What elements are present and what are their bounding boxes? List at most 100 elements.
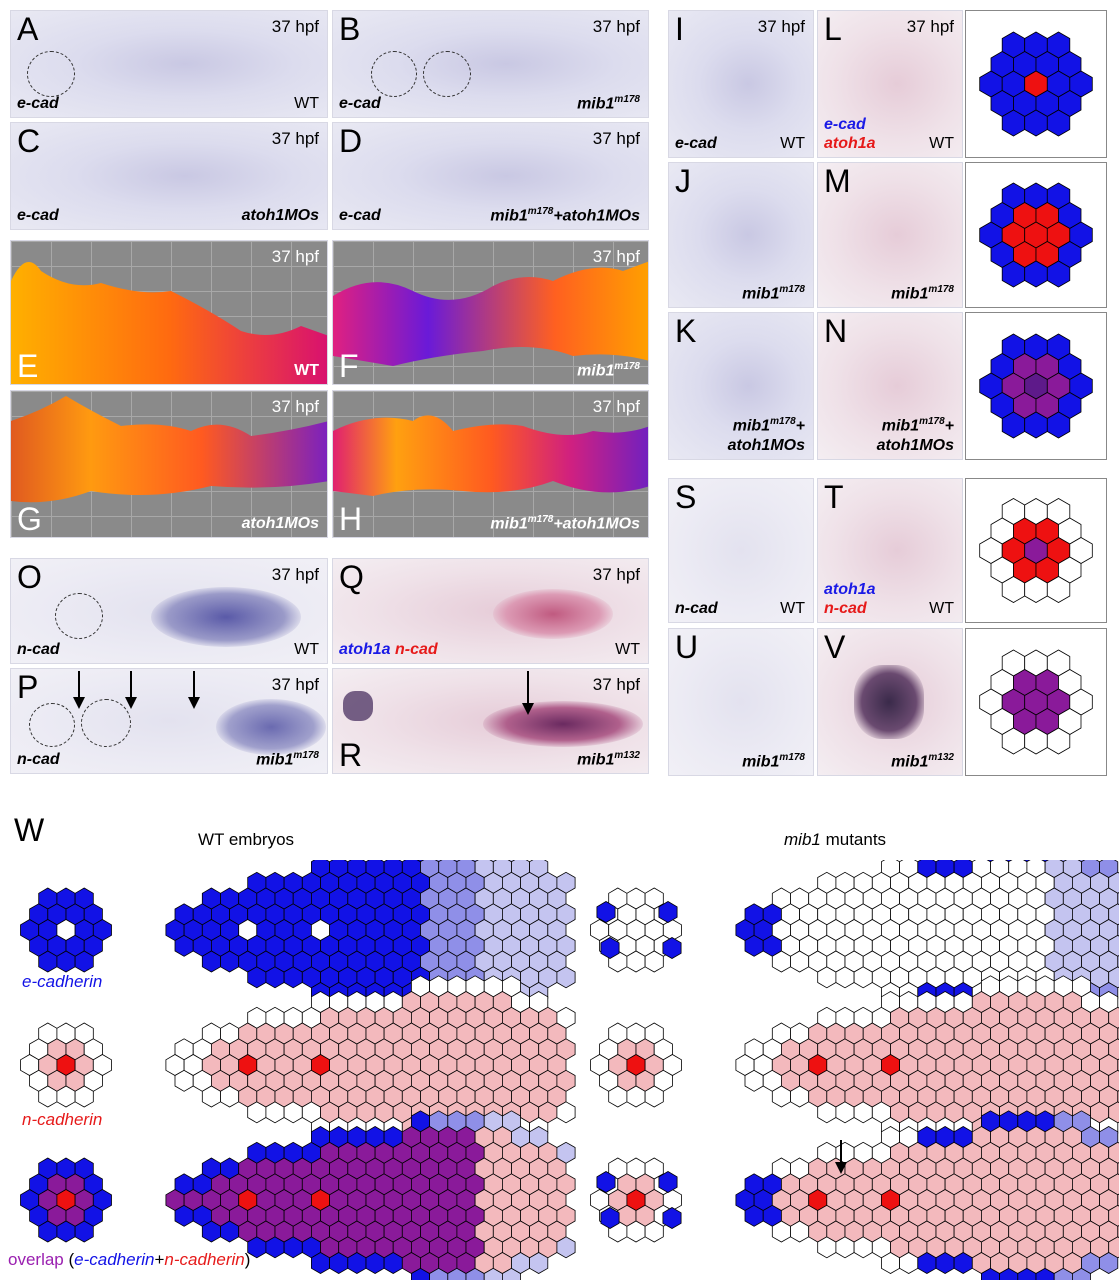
mut-overlap-scattered-cell [596, 1171, 616, 1193]
mutants-text: mutants [820, 830, 887, 849]
mut-overlap-rosette-cell [644, 1220, 664, 1243]
timepoint-label: 37 hpf [592, 17, 640, 36]
panel-H: H 37 hpf mib1m178+atoh1MOs [332, 390, 649, 538]
allele-superscript: m178 [293, 749, 319, 761]
timepoint-label: 37 hpf [271, 675, 319, 694]
genotype-line2: atoh1MOs [876, 436, 954, 454]
wt-overlap-primordium-cell [556, 1236, 576, 1259]
genotype-label: mib1m132 [577, 750, 640, 769]
panel-V: V mib1m132 [817, 628, 963, 776]
panel-letter: C [17, 123, 41, 159]
timepoint-label: 37 hpf [592, 247, 640, 266]
mib1-italic: mib1 [784, 830, 821, 849]
marker-label: e-cad [675, 135, 717, 152]
timepoint-label: 37 hpf [592, 397, 640, 416]
panel-I: I 37 hpf e-cad WT [668, 10, 814, 158]
ecadherin-label: e-cadherin [22, 972, 103, 991]
schematic-cell [1046, 727, 1071, 755]
genotype-label: mib1m178 [742, 752, 805, 771]
genotype-label: mib1m178 [577, 361, 640, 380]
wt-ecad-primordium-cell [556, 966, 576, 989]
mut-ecad-scattered-cell [596, 901, 616, 923]
timepoint-label: 37 hpf [271, 17, 319, 36]
panel-S: S n-cad WT [668, 478, 814, 623]
panel-letter: O [17, 559, 42, 595]
panel-letter: N [824, 313, 848, 349]
ncad-label: n-cad [824, 599, 867, 617]
genotype-label: mib1m178 [742, 284, 805, 303]
genotype-text: WT [294, 95, 319, 112]
down-arrow-icon [835, 1140, 847, 1174]
marker-label: atoh1a n-cad [824, 581, 876, 618]
timepoint-label: 37 hpf [271, 129, 319, 148]
atoh1a-label: atoh1a [339, 641, 391, 658]
down-arrow-icon [188, 671, 200, 709]
marker-label: e-cad [17, 95, 59, 112]
panel-letter: S [675, 479, 697, 515]
allele-superscript: m178 [928, 283, 954, 295]
atoh1a-label: atoh1a [824, 134, 876, 152]
overlap-label: overlap (e-cadherin+n-cadherin) [8, 1250, 250, 1270]
surface-plot [11, 396, 327, 503]
allele-superscript: m178 [614, 360, 640, 372]
schematic-cell [1046, 411, 1071, 439]
overlap-ecad: e-cadherin [74, 1250, 155, 1269]
genotype-label: atoh1MOs [241, 515, 319, 532]
timepoint-label: 37 hpf [906, 17, 954, 36]
wt-embryos-title: WT embryos [198, 830, 295, 849]
genotype-text: mib1 [742, 285, 780, 302]
neuromast-outline [81, 699, 131, 747]
schematic-J-M [965, 162, 1107, 308]
atoh1a-label: atoh1a [824, 581, 876, 599]
allele-superscript: m178 [527, 513, 554, 525]
schematic-cell [1046, 109, 1071, 137]
hexagon-schematic [979, 498, 1093, 603]
panel-letter: D [339, 123, 363, 159]
mut-overlap-scattered-cell [658, 1171, 678, 1193]
genotype-line2: atoh1MOs [727, 436, 805, 454]
wt-overlap-rosette-cell [74, 1220, 94, 1243]
panel-D: D 37 hpf e-cad mib1m178+atoh1MOs [332, 122, 649, 230]
panel-C: C 37 hpf e-cad atoh1MOs [10, 122, 328, 230]
ecad-label: e-cad [824, 116, 866, 134]
mib1-mutants-title: mib1 mutants [784, 830, 886, 850]
down-arrow-icon [125, 671, 137, 709]
marker-label: e-cad atoh1a [824, 116, 876, 153]
marker-label: n-cad [17, 751, 60, 768]
timepoint-label: 37 hpf [271, 397, 319, 416]
hexagon-schematic [979, 649, 1093, 755]
ncad-stained-region [216, 699, 326, 755]
genotype-label: mib1m178+ atoh1MOs [728, 416, 805, 455]
overlap-paren-close: ) [244, 1250, 251, 1269]
panel-letter: I [675, 11, 684, 47]
mut-overlap-primordium-cell [1099, 1252, 1119, 1274]
panel-letter: G [17, 501, 42, 537]
hexagon-schematic [979, 333, 1093, 439]
timepoint-label: 37 hpf [757, 17, 805, 36]
marker-label: n-cad [17, 641, 60, 658]
genotype-text: mib1 [891, 753, 929, 770]
down-arrow-icon [73, 671, 85, 709]
ncad-stained-region [151, 587, 301, 647]
allele-superscript: m178 [770, 416, 796, 428]
neuromast-outline [29, 703, 75, 747]
marker-label: atoh1a n-cad [339, 641, 438, 659]
genotype-suffix: + [795, 417, 805, 435]
schematic-I-L [965, 10, 1107, 158]
overlap-word: overlap [8, 1250, 64, 1269]
genotype-label: atoh1MOs [241, 207, 319, 224]
timepoint-label: 37 hpf [592, 129, 640, 148]
panel-L: L 37 hpf e-cad atoh1a WT [817, 10, 963, 158]
marker-label: e-cad [339, 207, 381, 224]
genotype-label: WT [615, 641, 640, 658]
genotype-label: mib1m178+atoh1MOs [490, 514, 640, 533]
panel-letter: U [675, 629, 699, 665]
genotype-label: mib1m132 [891, 752, 954, 771]
mut-ecad-scattered-cell [600, 937, 620, 959]
genotype-label: WT [294, 362, 319, 379]
wt-overlap-primordium-cell [529, 1252, 549, 1274]
allele-superscript: m178 [527, 205, 554, 217]
schematic-cell [1046, 260, 1071, 288]
genotype-label: WT [294, 95, 319, 113]
marker-label: e-cad [339, 95, 381, 112]
